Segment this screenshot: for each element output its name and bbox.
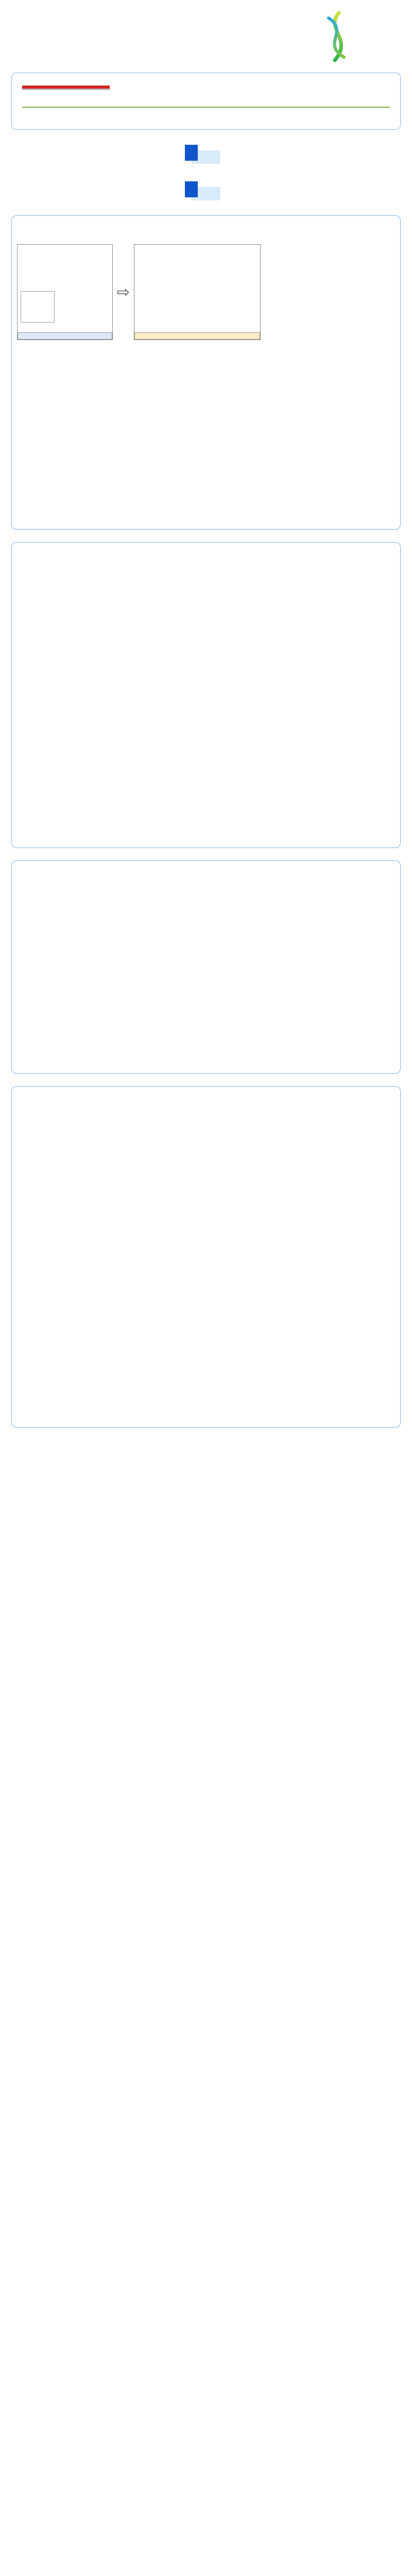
badge-square [185, 145, 198, 161]
header [0, 0, 412, 66]
workflow-left-box [17, 244, 113, 340]
fig4-cd-row [17, 1299, 395, 1413]
workflow-mid-caption [134, 332, 261, 340]
article-type [22, 104, 390, 108]
figure-1: ⇨ [11, 215, 401, 530]
fig4-panelA [17, 1094, 190, 1292]
badge-square [185, 181, 198, 197]
tsne-plot [17, 347, 197, 517]
workflow-left-caption [18, 332, 112, 340]
workflow-right-grid [265, 244, 395, 340]
ligand-receptor-grid [219, 876, 395, 1067]
fig1-panelB [17, 347, 197, 520]
ecs-only-scatter [22, 292, 54, 319]
fig4-ab-row [17, 1094, 395, 1292]
journal-underline [22, 86, 110, 89]
main-badge [185, 181, 220, 200]
logo-helix-icon [327, 11, 346, 62]
lr-network-mini-1 [136, 302, 194, 332]
intro-badge [185, 145, 220, 164]
fig4-panelB [190, 1094, 347, 1292]
cluster-umap-plot [190, 1094, 347, 1290]
lr-network-mini-2 [197, 302, 255, 332]
ecs-heatmap-mini [57, 291, 104, 323]
title-card [11, 73, 401, 130]
tabula-muris-scatter [21, 247, 106, 287]
fig1-workflow: ⇨ [17, 244, 395, 340]
fig1-bc-row [17, 347, 395, 520]
banner-image [12, 7, 315, 66]
intro-badge-wrap [0, 145, 412, 166]
main-badge-wrap [0, 181, 412, 203]
cluster-tsne-plot [17, 1094, 190, 1290]
figure-3 [11, 860, 401, 1074]
deg-heatmap [17, 558, 395, 781]
panelC-stacked-bars [17, 1304, 208, 1410]
workflow-middle-box [134, 244, 261, 340]
arrow-icon: ⇨ [117, 283, 130, 301]
network-burst-mini [194, 247, 256, 302]
heatmap-colorbar [375, 559, 406, 652]
figure-4 [11, 1086, 401, 1428]
figure-2 [11, 542, 401, 848]
fig4-panelC [17, 1299, 208, 1413]
heatmap-canvas [83, 558, 371, 778]
umap-plot [197, 347, 344, 517]
panelD-stacked-bars [216, 1304, 396, 1410]
heatmap-column-labels [17, 781, 395, 841]
chord-diagram-mini [135, 247, 193, 302]
article-page: ⇨ [0, 0, 412, 1428]
fig3-panelB [17, 876, 395, 1067]
fig1-panelC [197, 347, 344, 520]
fig4-panelD [216, 1299, 396, 1413]
shbio-logo [321, 11, 352, 62]
fig1-panelA-title [19, 223, 395, 239]
organ-network [17, 876, 219, 1067]
